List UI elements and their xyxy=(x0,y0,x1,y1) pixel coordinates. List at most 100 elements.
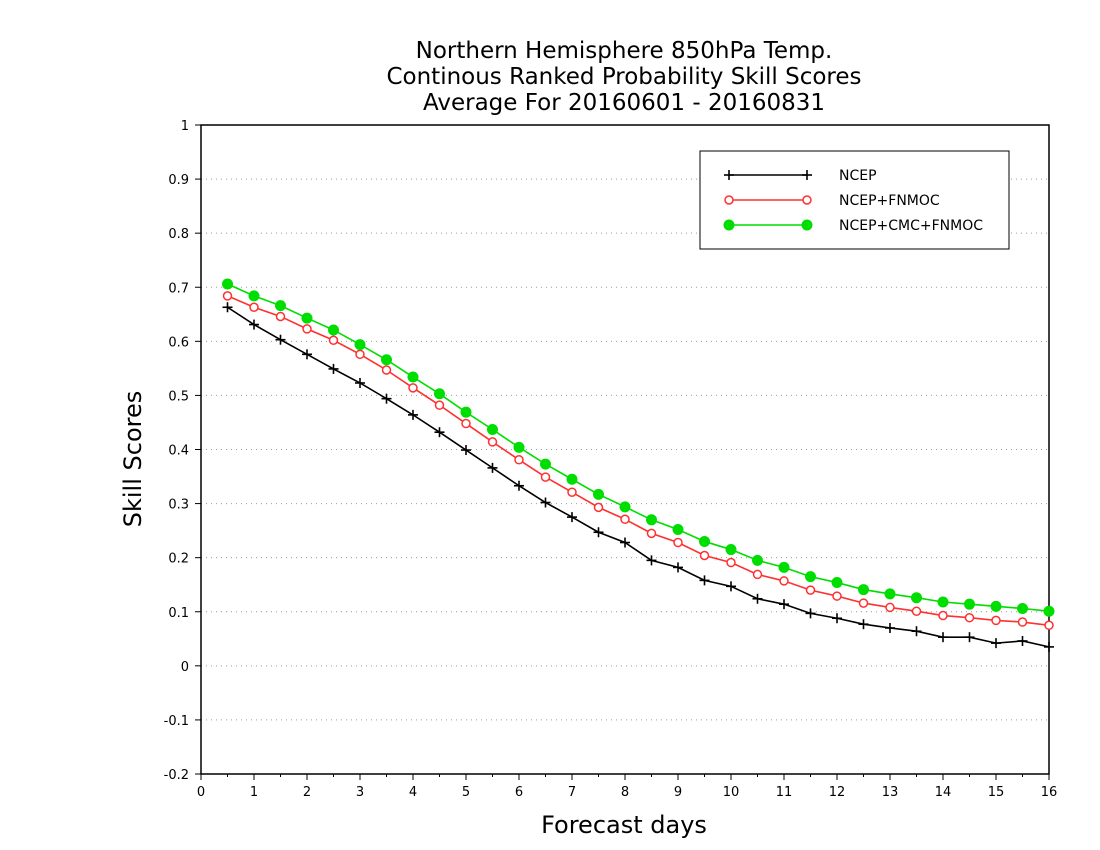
data-point xyxy=(355,349,365,360)
y-tick-label: -0.1 xyxy=(164,714,189,729)
y-tick-label: 0.9 xyxy=(168,173,189,188)
data-point xyxy=(381,365,392,375)
data-point xyxy=(673,562,683,573)
y-tick-label: 0.1 xyxy=(168,606,189,621)
data-point xyxy=(805,571,816,583)
data-point xyxy=(991,638,1001,649)
x-tick-label: 16 xyxy=(1041,785,1058,800)
data-point xyxy=(566,473,578,485)
data-point xyxy=(567,512,577,523)
y-tick-label: 0.8 xyxy=(168,227,189,242)
data-point xyxy=(858,619,869,630)
data-point xyxy=(434,400,445,410)
data-point xyxy=(222,302,233,313)
data-point xyxy=(302,349,312,360)
data-point xyxy=(487,423,498,435)
chart-title: Northern Hemisphere 850hPa Temp.Continou… xyxy=(386,38,861,116)
x-tick-label: 3 xyxy=(356,785,364,800)
data-point xyxy=(801,219,813,231)
data-point xyxy=(275,334,286,345)
data-point xyxy=(779,599,789,610)
data-point xyxy=(328,324,339,336)
legend: NCEP NCEP+FNMOC NCEP+CMC+FNMOC xyxy=(699,150,1010,250)
data-point xyxy=(938,632,948,643)
x-axis-title: Forecast days xyxy=(541,811,707,839)
data-point xyxy=(381,354,392,366)
data-point xyxy=(513,441,525,453)
legend-label: NCEP xyxy=(839,168,877,184)
data-point xyxy=(964,598,975,610)
data-point xyxy=(434,388,445,400)
x-tick-label: 10 xyxy=(723,785,740,800)
data-point xyxy=(802,195,812,205)
data-point xyxy=(540,472,551,482)
data-point xyxy=(779,576,789,586)
data-point xyxy=(911,592,922,604)
data-point xyxy=(620,514,630,525)
data-point xyxy=(723,219,735,231)
data-point xyxy=(222,278,233,290)
data-point xyxy=(487,462,498,473)
data-point xyxy=(884,588,896,600)
data-point xyxy=(302,324,312,334)
data-point xyxy=(1017,635,1028,646)
data-point xyxy=(805,585,816,595)
data-point xyxy=(461,445,471,456)
data-point xyxy=(726,557,736,568)
x-tick-label: 11 xyxy=(776,785,793,800)
data-point xyxy=(699,550,710,561)
y-tick-label: 0.3 xyxy=(168,498,189,513)
data-point xyxy=(699,535,710,547)
title-line: Continous Ranked Probability Skill Score… xyxy=(386,64,861,90)
x-tick-label: 2 xyxy=(303,785,311,800)
data-point xyxy=(328,335,339,346)
data-point xyxy=(222,291,233,301)
data-point xyxy=(805,608,816,619)
data-point xyxy=(620,537,630,548)
x-tick-label: 9 xyxy=(674,785,682,800)
data-point xyxy=(673,537,683,548)
data-point xyxy=(540,458,551,470)
data-point xyxy=(354,339,366,351)
x-tick-label: 0 xyxy=(197,785,205,800)
data-point xyxy=(911,626,922,637)
data-point xyxy=(991,615,1001,626)
data-point xyxy=(249,302,259,313)
data-point xyxy=(858,598,869,608)
data-point xyxy=(1044,641,1054,652)
series-lines xyxy=(222,278,1055,652)
data-point xyxy=(778,561,790,573)
data-point xyxy=(381,393,392,404)
data-point xyxy=(964,612,975,623)
data-point xyxy=(514,455,524,465)
data-point xyxy=(619,501,631,513)
data-point xyxy=(752,593,763,604)
y-tick-label: 0 xyxy=(181,660,189,675)
x-tick-label: 12 xyxy=(829,785,846,800)
y-tick-label: 0.5 xyxy=(168,389,189,404)
data-point xyxy=(355,377,365,388)
x-tick-label: 13 xyxy=(882,785,899,800)
x-tick-label: 6 xyxy=(515,785,523,800)
x-tick-label: 4 xyxy=(409,785,417,800)
data-point xyxy=(249,319,259,330)
data-point xyxy=(328,363,339,374)
data-point xyxy=(593,527,604,538)
data-point xyxy=(567,487,577,497)
data-point xyxy=(752,569,763,580)
data-point xyxy=(937,596,949,608)
legend-entry: NCEP+CMC+FNMOC xyxy=(723,218,983,234)
title-line: Average For 20160601 - 20160831 xyxy=(423,90,825,116)
data-point xyxy=(248,290,260,302)
legend-entry: NCEP+FNMOC xyxy=(724,193,940,209)
x-tick-label: 7 xyxy=(568,785,576,800)
data-point xyxy=(275,311,286,322)
data-point xyxy=(408,409,418,420)
x-tick-label: 1 xyxy=(250,785,258,800)
series-3 xyxy=(222,278,1055,617)
data-point xyxy=(593,488,604,500)
data-point xyxy=(752,554,763,566)
x-tick-label: 8 xyxy=(621,785,629,800)
data-point xyxy=(646,555,657,566)
